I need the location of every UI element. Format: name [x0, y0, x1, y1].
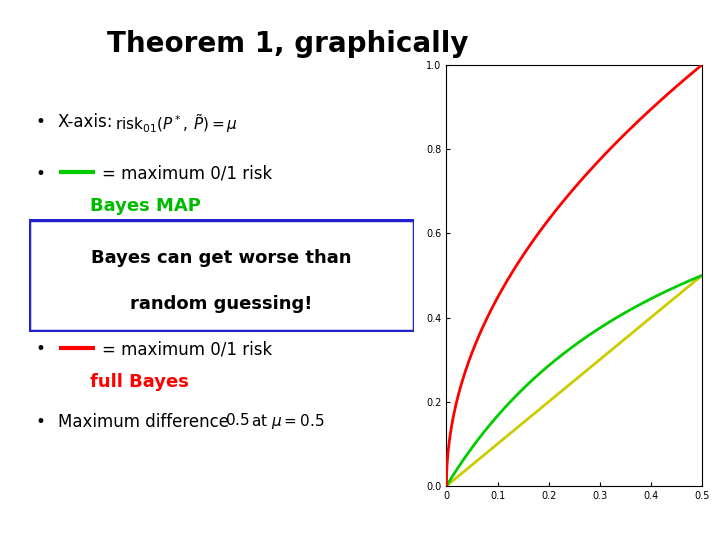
Text: Bayes can get worse than: Bayes can get worse than	[91, 249, 351, 267]
Text: $\mathrm{risk}_{01}(P^*,\,\tilde{P}) = \mu$: $\mathrm{risk}_{01}(P^*,\,\tilde{P}) = \…	[115, 112, 238, 135]
Text: •: •	[36, 165, 46, 183]
Text: at $\mu = 0.5$: at $\mu = 0.5$	[251, 412, 324, 431]
Text: Maximum difference: Maximum difference	[58, 413, 229, 431]
Text: full Bayes: full Bayes	[90, 373, 189, 390]
Text: random guessing!: random guessing!	[130, 295, 312, 313]
Text: •: •	[36, 113, 46, 131]
Text: Theorem 1, graphically: Theorem 1, graphically	[107, 30, 469, 58]
Text: $0.5$: $0.5$	[225, 412, 251, 428]
FancyBboxPatch shape	[29, 220, 414, 331]
Text: X-axis:: X-axis:	[58, 113, 113, 131]
Text: = maximum 0/1 risk: = maximum 0/1 risk	[102, 165, 272, 183]
Text: •: •	[36, 413, 46, 431]
Text: •: •	[36, 340, 46, 358]
Text: Bayes MAP: Bayes MAP	[90, 197, 201, 215]
Text: = maximum 0/1 risk: = maximum 0/1 risk	[102, 340, 272, 358]
